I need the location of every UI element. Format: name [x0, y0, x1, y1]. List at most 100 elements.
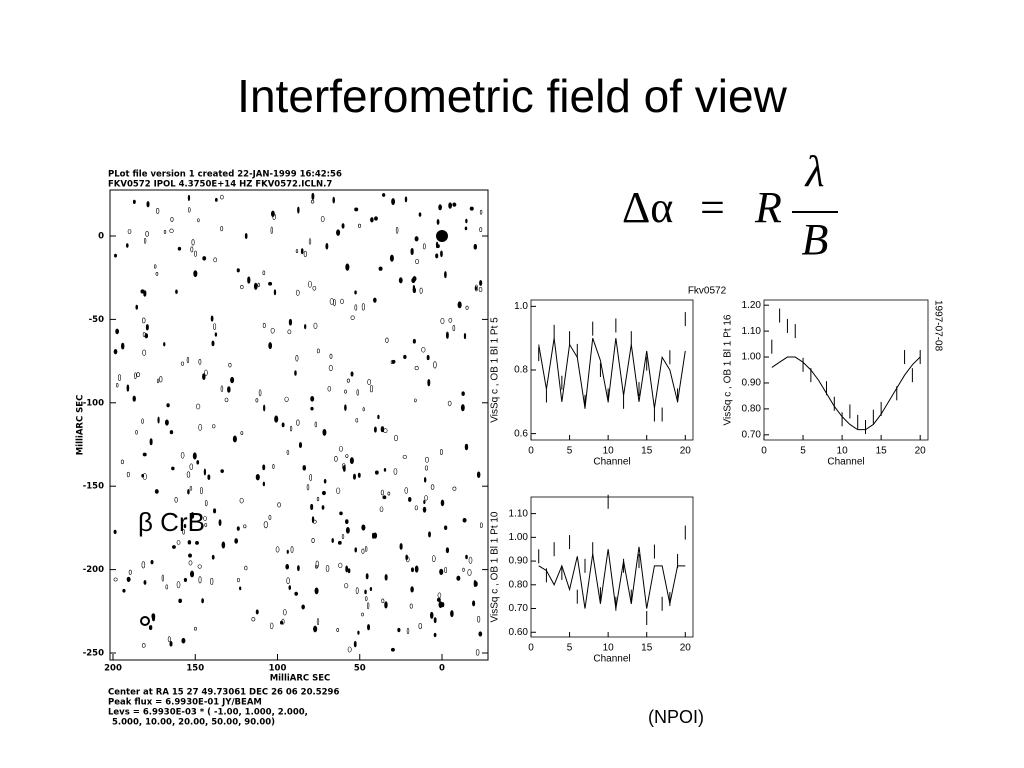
contour-blob — [341, 534, 345, 539]
contour-blob — [163, 342, 166, 347]
contour-blob — [204, 523, 208, 527]
contour-blob — [295, 249, 299, 254]
contour-blob — [239, 497, 244, 504]
y-tick-label: 0.80 — [742, 404, 762, 415]
contour-blob — [132, 199, 136, 204]
contour-blob — [369, 385, 374, 393]
x-tick-label: 15 — [876, 446, 888, 457]
contour-blob — [220, 226, 224, 232]
contour-blob — [377, 414, 380, 420]
contour-blob — [391, 198, 396, 206]
contour-blob — [345, 527, 350, 534]
contour-blob — [257, 282, 260, 288]
y-tick-label: -150 — [83, 482, 104, 492]
map-footer: Center at RA 15 27 49.73061 DEC 26 06 20… — [108, 688, 339, 698]
y-axis-label: VisSq c , OB 1 Bl 1 Pt 10 — [490, 511, 501, 622]
contour-blob — [211, 340, 215, 347]
star-label: β CrB — [138, 507, 205, 537]
contour-blob — [176, 540, 181, 545]
x-tick-label: 5 — [800, 446, 806, 457]
contour-blob — [295, 289, 300, 296]
contour-blob — [384, 574, 388, 581]
contour-blob — [444, 566, 448, 574]
contour-blob — [285, 564, 290, 570]
contour-blob — [473, 579, 477, 588]
contour-blob — [382, 495, 387, 500]
contour-blob — [353, 640, 357, 648]
contour-blob — [232, 435, 237, 443]
contour-blob — [183, 577, 188, 582]
contour-blob — [182, 529, 185, 535]
contour-blob — [424, 495, 429, 501]
contour-blob — [356, 389, 359, 396]
contour-blob — [477, 615, 481, 623]
contour-blob — [244, 565, 248, 571]
x-tick-label: 15 — [641, 643, 653, 654]
contour-blob — [281, 422, 285, 428]
contour-blob — [314, 587, 319, 595]
contour-blob — [418, 212, 422, 217]
y-tick-label: 0.8 — [514, 365, 528, 376]
contour-blob — [141, 317, 146, 324]
contour-blob — [306, 484, 310, 491]
contour-blob — [219, 194, 224, 200]
slide-title: Interferometric field of view — [237, 70, 787, 122]
contour-blob — [361, 303, 365, 311]
contour-blob — [281, 618, 285, 625]
x-tick-label: 0 — [439, 664, 445, 674]
contour-blob — [155, 207, 160, 214]
contour-blob — [354, 290, 357, 295]
contour-blob — [286, 449, 290, 455]
contour-blob — [322, 428, 327, 436]
contour-blob — [113, 348, 118, 355]
contour-blob — [357, 630, 360, 635]
contour-blob — [345, 565, 348, 573]
contour-blob — [393, 468, 398, 475]
contour-blob — [176, 581, 181, 589]
contour-blob — [134, 372, 137, 380]
model-line — [538, 546, 686, 609]
contour-blob — [365, 573, 369, 580]
contour-blob — [195, 540, 199, 545]
y-tick-label: 1.10 — [742, 326, 762, 337]
contour-blob — [302, 465, 306, 471]
contour-blob — [336, 229, 341, 236]
contour-blob — [270, 226, 273, 234]
contour-blob — [236, 526, 240, 531]
contour-blob — [115, 328, 119, 335]
contour-blob — [171, 466, 175, 471]
contour-blob — [381, 598, 385, 604]
contour-blob — [187, 489, 190, 495]
y-axis-label: VisSq c , OB 1 Bl 1 Pt 5 — [490, 317, 501, 423]
contour-blob — [410, 586, 414, 593]
contour-blob — [188, 560, 193, 566]
contour-blob — [218, 519, 222, 526]
x-axis-label: Channel — [593, 654, 630, 665]
contour-blob — [207, 474, 211, 480]
contour-blob — [366, 602, 370, 610]
contour-blob — [374, 470, 379, 475]
contour-blob — [390, 647, 395, 652]
contour-blob — [430, 484, 435, 490]
contour-blob — [342, 463, 346, 470]
y-tick-label: 1.10 — [509, 508, 529, 519]
contour-blob — [313, 322, 318, 329]
contour-blob — [132, 395, 136, 402]
contour-blob — [193, 270, 198, 278]
contour-blob — [316, 496, 320, 502]
contour-blob — [149, 438, 153, 446]
contour-blob — [364, 546, 368, 552]
x-tick-label: 0 — [528, 446, 534, 457]
contour-blob — [161, 574, 164, 582]
contour-blob — [186, 471, 191, 478]
contour-blob — [354, 547, 358, 553]
contour-blob — [224, 397, 229, 403]
contour-blob — [153, 264, 157, 269]
contour-blob — [410, 567, 414, 573]
contour-blob — [410, 248, 414, 255]
contour-blob — [338, 562, 343, 569]
y-tick-label: -100 — [83, 398, 104, 408]
contour-blob — [268, 342, 273, 350]
contour-blob — [450, 610, 454, 618]
contour-blob — [456, 575, 461, 581]
